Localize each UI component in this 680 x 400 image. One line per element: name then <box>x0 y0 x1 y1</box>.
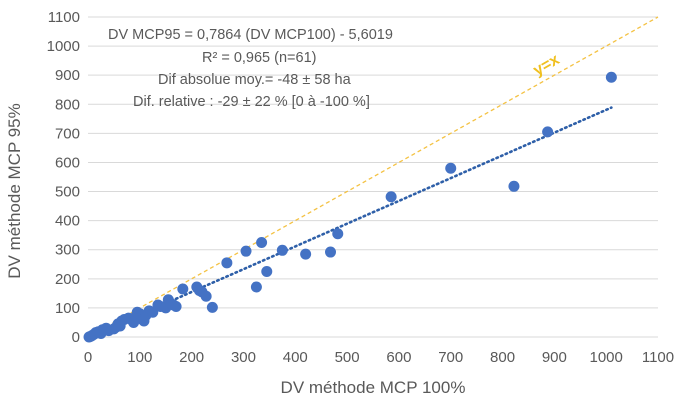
data-point <box>250 281 262 293</box>
y-tick-label: 500 <box>55 184 80 201</box>
data-point <box>300 248 312 260</box>
x-tick-label: 100 <box>127 349 152 366</box>
identity-line <box>87 16 659 338</box>
y-tick-label: 800 <box>55 96 80 113</box>
x-tick-label: 1000 <box>589 349 622 366</box>
x-tick-label: 500 <box>335 349 360 366</box>
y-tick-label: 0 <box>72 329 80 346</box>
x-tick-label: 700 <box>438 349 463 366</box>
data-point <box>261 266 273 278</box>
y-tick-labels: 0 100 200 300 400 500 600 700 800 900 1000 1100 <box>47 9 80 346</box>
data-point <box>385 191 397 203</box>
data-point <box>221 257 233 269</box>
y-axis-title: DV méthode MCP 95% <box>5 103 24 278</box>
r-squared-label: R² = 0,965 (n=61) <box>202 50 316 66</box>
data-point <box>445 162 457 174</box>
x-tick-label: 900 <box>542 349 567 366</box>
x-tick-label: 400 <box>283 349 308 366</box>
data-points <box>83 71 617 343</box>
data-point <box>170 300 182 312</box>
identity-line-path <box>87 16 659 338</box>
data-point <box>240 245 252 257</box>
y-tick-label: 300 <box>55 242 80 259</box>
y-tick-label: 700 <box>55 125 80 142</box>
y-tick-label: 1000 <box>47 38 80 55</box>
y-tick-label: 600 <box>55 154 80 171</box>
x-tick-labels: 0 100 200 300 400 500 600 700 800 900 1000 1100 <box>84 349 674 366</box>
y-tick-label: 100 <box>55 300 80 317</box>
x-tick-label: 600 <box>386 349 411 366</box>
x-tick-label: 1100 <box>642 349 674 366</box>
data-point <box>276 244 288 256</box>
gridlines <box>88 16 658 338</box>
x-tick-label: 800 <box>490 349 515 366</box>
data-point <box>508 180 520 192</box>
x-tick-label: 0 <box>84 349 92 366</box>
data-point <box>325 246 337 258</box>
data-point <box>177 283 189 295</box>
x-axis-title: DV méthode MCP 100% <box>281 378 466 397</box>
y-tick-label: 1100 <box>48 9 80 26</box>
data-point <box>605 71 617 83</box>
data-point <box>200 290 212 302</box>
relative-difference-label: Dif. relative : -29 ± 22 % [0 à -100 %] <box>133 94 370 110</box>
data-point <box>206 301 218 313</box>
data-point <box>542 126 554 138</box>
x-tick-label: 300 <box>231 349 256 366</box>
y-tick-label: 900 <box>55 67 80 84</box>
trendline-path <box>87 106 613 339</box>
absolute-difference-label: Dif absolue moy.= -48 ± 58 ha <box>158 72 352 88</box>
data-point <box>332 228 344 240</box>
data-point <box>256 236 268 248</box>
x-tick-label: 200 <box>179 349 204 366</box>
y-tick-label: 200 <box>55 271 80 288</box>
y-tick-label: 400 <box>55 213 80 230</box>
trendline <box>87 106 613 339</box>
regression-equation: DV MCP95 = 0,7864 (DV MCP100) - 5,6019 <box>108 27 393 43</box>
